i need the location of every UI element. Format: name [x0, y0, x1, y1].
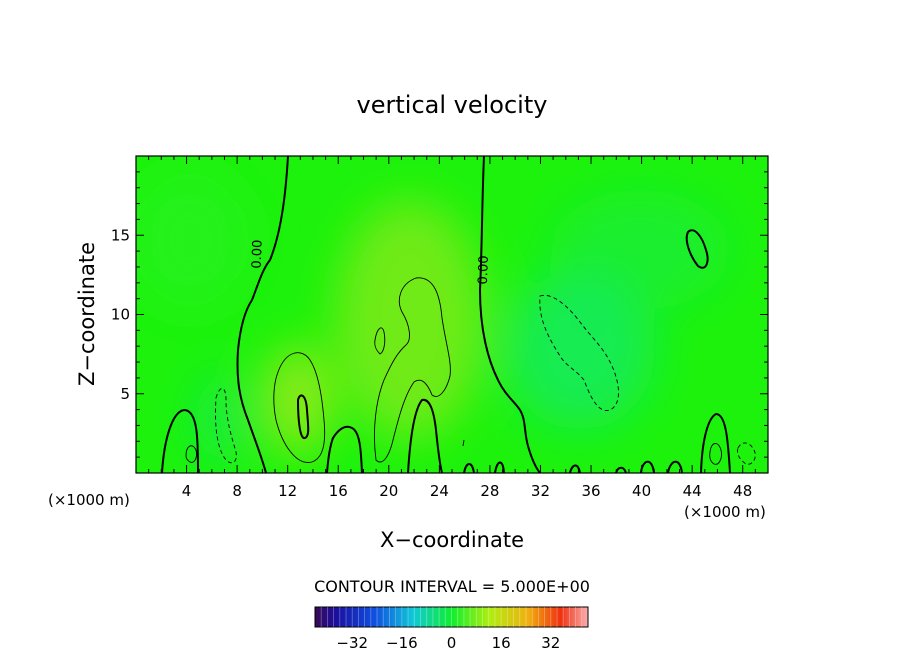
- y-axis-label: Z−coordinate: [75, 242, 99, 386]
- zero-contour-cell-6: [494, 461, 505, 473]
- x-tick-label-7: 32: [531, 482, 550, 500]
- negative-contour-1: [539, 294, 619, 411]
- colorbar-stripes: [320, 607, 583, 627]
- colorbar-tick-label-2: 0: [447, 634, 457, 652]
- zero-contour-cell-7: [569, 464, 581, 473]
- contour-interval-label: CONTOUR INTERVAL = 5.000E+00: [314, 577, 590, 596]
- colorbar-gradient: [314, 606, 589, 628]
- negative-contour-2: [215, 388, 237, 464]
- zero-contour-cell-4: [407, 398, 443, 473]
- colorbar-ticks: −32 −16 0 16 32: [336, 634, 560, 652]
- colorbar-tick-label-3: 16: [492, 634, 511, 652]
- x-tick-label-0: 4: [182, 482, 192, 500]
- positive-contours: [185, 277, 722, 465]
- x-tick-label-6: 28: [480, 482, 499, 500]
- x-tick-label-2: 12: [278, 482, 297, 500]
- shade-updraft-center: [335, 200, 485, 440]
- zero-contour-cell-11: [700, 412, 731, 473]
- x-tick-label-5: 24: [430, 482, 449, 500]
- zero-contour-left: [236, 156, 289, 473]
- plot-area: [136, 156, 768, 473]
- y-axis: 5 10 15: [111, 171, 768, 458]
- positive-contour-5: [709, 443, 722, 465]
- y-tick-label-2: 15: [111, 226, 130, 244]
- zero-contour-cell-3: [326, 425, 363, 473]
- negative-contours: [215, 294, 756, 465]
- contour-label-1: 0.00: [476, 255, 492, 284]
- x-unit-left: (×1000 m): [48, 491, 130, 509]
- zero-contours: [161, 156, 731, 473]
- zero-contour-cell-10: [667, 460, 683, 473]
- x-tick-label-3: 16: [329, 482, 348, 500]
- x-unit-right: (×1000 m): [684, 503, 766, 521]
- x-axis: 4 8 12 16 20 24 28 32 36 40 44 48: [148, 156, 756, 500]
- shade-downdraft-left: [195, 375, 245, 465]
- colorbar-tick-label-0: −32: [336, 634, 368, 652]
- zero-contour-cell-12: [685, 229, 709, 269]
- y-tick-label-0: 5: [120, 385, 130, 403]
- zero-contour-cell-1: [161, 408, 199, 473]
- x-axis-label: X−coordinate: [380, 528, 524, 552]
- colorbar-tick-label-1: −16: [386, 634, 418, 652]
- chart-title: vertical velocity: [357, 91, 548, 119]
- x-tick-label-8: 36: [581, 482, 600, 500]
- x-tick-label-9: 40: [632, 482, 651, 500]
- zero-contour-cell-2: [296, 394, 310, 439]
- shade-downdraft-right: [505, 270, 655, 430]
- negative-contour-3: [737, 442, 756, 465]
- contour-label-0: 0.00: [250, 239, 266, 268]
- x-tick-label-1: 8: [232, 482, 242, 500]
- shade-upper-right: [550, 190, 730, 310]
- y-tick-label-1: 10: [111, 306, 130, 324]
- positive-contour-4: [185, 445, 197, 463]
- positive-contour-2: [273, 352, 326, 463]
- zero-contour-right: [478, 156, 541, 473]
- colorbar-tick-label-4: 32: [541, 634, 560, 652]
- colorbar: −32 −16 0 16 32: [314, 606, 589, 652]
- field-shading: [136, 170, 730, 465]
- shade-upper-left: [136, 170, 250, 310]
- positive-contour-3: [374, 327, 386, 355]
- positive-contour-6: [462, 439, 465, 447]
- x-tick-label-4: 20: [379, 482, 398, 500]
- x-tick-label-10: 44: [683, 482, 702, 500]
- positive-contour-1: [374, 277, 451, 463]
- contour-labels: 0.00 0.00: [250, 239, 492, 284]
- x-tick-label-11: 48: [733, 482, 752, 500]
